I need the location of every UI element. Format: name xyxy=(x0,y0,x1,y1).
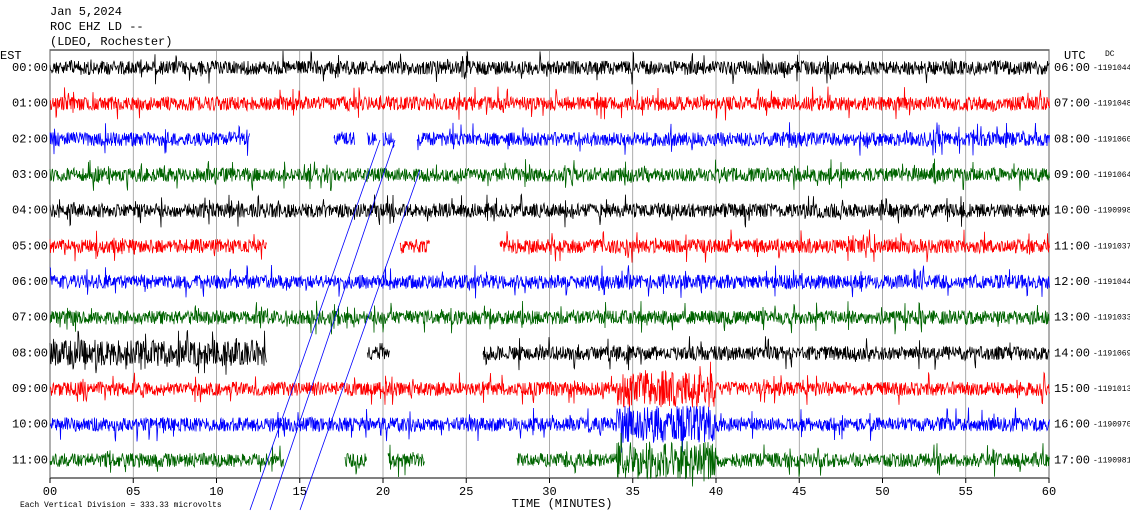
right-label: 08:00 xyxy=(1054,132,1090,146)
dc-value: -1191060 xyxy=(1093,135,1130,144)
trace xyxy=(49,158,1050,192)
x-tick-label: 30 xyxy=(542,485,556,499)
right-axis-title: UTC xyxy=(1064,49,1086,63)
left-axis-title: EST xyxy=(0,49,22,63)
left-label: 09:00 xyxy=(12,382,48,396)
left-label: 07:00 xyxy=(12,311,48,325)
dc-value: -1191044 xyxy=(1093,64,1130,73)
left-label: 00:00 xyxy=(12,61,48,75)
right-label: 09:00 xyxy=(1054,168,1090,182)
header-date: Jan 5,2024 xyxy=(50,5,122,19)
x-tick-label: 55 xyxy=(959,485,973,499)
trace xyxy=(49,264,1050,299)
dc-value: -1191044 xyxy=(1093,278,1130,287)
trace xyxy=(49,122,1050,156)
header-network: (LDEO, Rochester) xyxy=(50,35,172,49)
left-label: 03:00 xyxy=(12,168,48,182)
x-tick-label: 40 xyxy=(709,485,723,499)
x-tick-label: 05 xyxy=(126,485,140,499)
x-tick-label: 20 xyxy=(376,485,390,499)
left-label: 08:00 xyxy=(12,346,48,360)
footer: Each Vertical Division = 333.33 microvol… xyxy=(20,501,222,510)
trace xyxy=(49,229,1050,263)
dc-value: -1190981 xyxy=(1093,456,1130,465)
left-label: 01:00 xyxy=(12,97,48,111)
grid xyxy=(49,50,1050,483)
x-tick-label: 10 xyxy=(209,485,223,499)
dc-title: DC xyxy=(1105,50,1115,59)
dc-value: -1191013 xyxy=(1093,385,1130,394)
right-label: 13:00 xyxy=(1054,311,1090,325)
x-tick-label: 45 xyxy=(792,485,806,499)
trace xyxy=(49,300,1050,335)
dc-value: -1191037 xyxy=(1093,242,1130,251)
x-tick-label: 00 xyxy=(43,485,57,499)
trace xyxy=(49,405,1050,453)
x-axis-title: TIME (MINUTES) xyxy=(512,497,613,511)
dc-value: -1191064 xyxy=(1093,171,1130,180)
x-tick-label: 25 xyxy=(459,485,473,499)
right-label: 10:00 xyxy=(1054,204,1090,218)
trace xyxy=(49,432,1050,487)
event-streak xyxy=(299,169,421,511)
x-tick-label: 50 xyxy=(875,485,889,499)
x-tick-label: 15 xyxy=(293,485,307,499)
right-label: 17:00 xyxy=(1054,453,1090,467)
event-streak xyxy=(269,139,396,511)
trace xyxy=(49,361,1050,416)
left-label: 05:00 xyxy=(12,239,48,253)
trace xyxy=(49,193,1050,228)
left-label: 04:00 xyxy=(12,204,48,218)
header-station: ROC EHZ LD -- xyxy=(50,20,144,34)
x-tick-label: 60 xyxy=(1042,485,1056,499)
trace xyxy=(49,86,1050,121)
event-streak xyxy=(249,139,381,511)
left-label: 11:00 xyxy=(12,453,48,467)
right-label: 11:00 xyxy=(1054,239,1090,253)
right-label: 15:00 xyxy=(1054,382,1090,396)
dc-value: -1191033 xyxy=(1093,314,1130,323)
right-label: 06:00 xyxy=(1054,61,1090,75)
dc-value: -1190970 xyxy=(1093,421,1130,430)
trace xyxy=(49,50,1050,85)
trace xyxy=(49,330,1050,375)
right-label: 16:00 xyxy=(1054,418,1090,432)
left-label: 02:00 xyxy=(12,132,48,146)
right-label: 07:00 xyxy=(1054,97,1090,111)
left-label: 10:00 xyxy=(12,418,48,432)
right-label: 12:00 xyxy=(1054,275,1090,289)
left-label: 06:00 xyxy=(12,275,48,289)
dc-value: -1190998 xyxy=(1093,207,1130,216)
x-tick-label: 35 xyxy=(626,485,640,499)
dc-value: -1191069 xyxy=(1093,349,1130,358)
right-label: 14:00 xyxy=(1054,346,1090,360)
dc-value: -1191048 xyxy=(1093,100,1130,109)
traces xyxy=(49,50,1050,511)
